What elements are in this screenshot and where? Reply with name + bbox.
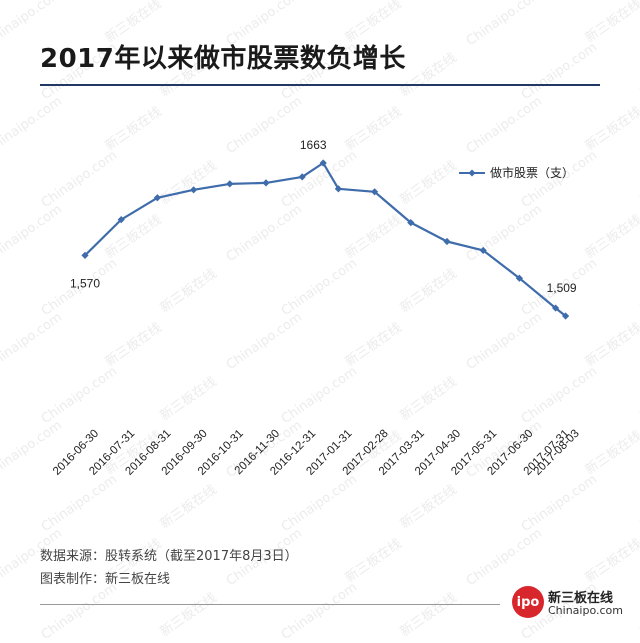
line-chart: 1,57016631,5092016-06-302016-07-312016-0… xyxy=(51,138,582,478)
title-divider xyxy=(40,84,600,86)
watermark-text: Chinaipo.com xyxy=(463,525,545,590)
data-point xyxy=(407,219,415,227)
legend-label: 做市股票（支） xyxy=(490,165,574,180)
data-point xyxy=(117,216,125,224)
data-point xyxy=(298,173,306,181)
data-point xyxy=(515,274,523,282)
page-title: 2017年以来做市股票数负增长 xyxy=(40,44,406,74)
watermark-text: Chinaipo.com xyxy=(278,579,360,643)
data-point xyxy=(562,312,570,320)
logo-badge-icon: ipo xyxy=(512,586,544,618)
brand-logo: ipo 新三板在线 Chinaipo.com xyxy=(512,586,623,620)
logo-name: 新三板在线 xyxy=(548,591,614,606)
footer-divider xyxy=(40,604,500,605)
data-point xyxy=(443,237,451,246)
watermark-text: 新三板在线 xyxy=(342,536,405,586)
logo-domain: Chinaipo.com xyxy=(548,604,623,617)
data-point xyxy=(479,246,487,255)
data-point xyxy=(262,179,270,187)
watermark-text: 新三板在线 xyxy=(397,590,460,640)
data-point xyxy=(226,180,234,188)
series-line xyxy=(84,161,567,317)
chart-credit-note: 图表制作：新三板在线 xyxy=(40,572,171,587)
watermark-text: 新三板在线 xyxy=(582,536,640,586)
data-point xyxy=(81,251,89,259)
data-point xyxy=(190,186,198,194)
data-point xyxy=(319,159,327,167)
data-point xyxy=(153,194,161,202)
data-point xyxy=(552,304,560,312)
data-source-note: 数据来源：股转系统（截至2017年8月3日） xyxy=(40,549,298,564)
legend-marker xyxy=(468,169,476,177)
data-point xyxy=(371,188,379,196)
watermark-text: 新三板在线 xyxy=(637,590,640,640)
data-label: 1,570 xyxy=(70,276,100,290)
watermark-text: 新三板在线 xyxy=(157,590,220,640)
watermark-text: Chinaipo.com xyxy=(38,579,120,643)
data-label: 1663 xyxy=(300,138,327,152)
data-label: 1,509 xyxy=(547,281,577,295)
data-point xyxy=(334,185,342,193)
